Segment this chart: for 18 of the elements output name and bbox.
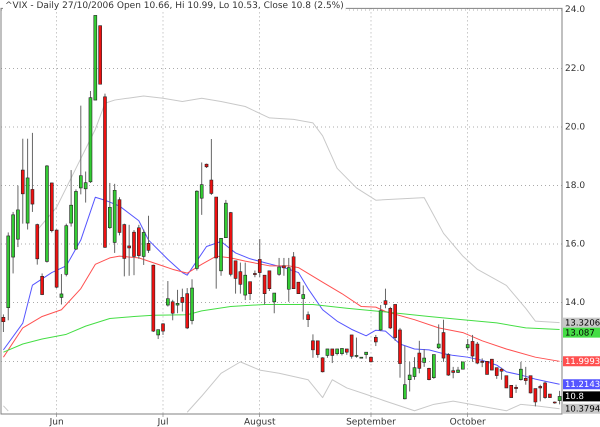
- data-label: 11.2143: [565, 380, 600, 390]
- x-tick-label: Jul: [156, 418, 168, 427]
- y-tick-label: 18.0: [565, 180, 586, 191]
- y-tick-label: 24.0: [565, 5, 586, 16]
- data-label: 11.9993: [565, 357, 600, 368]
- data-label: 13.3206: [565, 318, 600, 328]
- y-tick-label: 16.0: [565, 239, 586, 250]
- data-label: 10.3794: [565, 404, 600, 414]
- chart-title: ^VIX - Daily 27/10/2006 Open 10.66, Hi 10.99, Lo 10.53, Close 10.8 (2.5%): [5, 0, 344, 11]
- y-tick-label: 22.0: [565, 64, 586, 74]
- x-tick-label: October: [450, 418, 486, 427]
- x-tick-label: September: [346, 418, 396, 427]
- x-tick-label: August: [244, 418, 276, 427]
- x-tick-label: Jun: [48, 418, 64, 427]
- y-tick-label: 20.0: [565, 122, 586, 132]
- text: 10.8: [565, 392, 584, 402]
- y-tick-label: 14.0: [565, 298, 586, 308]
- data-label: 13.087: [565, 328, 595, 338]
